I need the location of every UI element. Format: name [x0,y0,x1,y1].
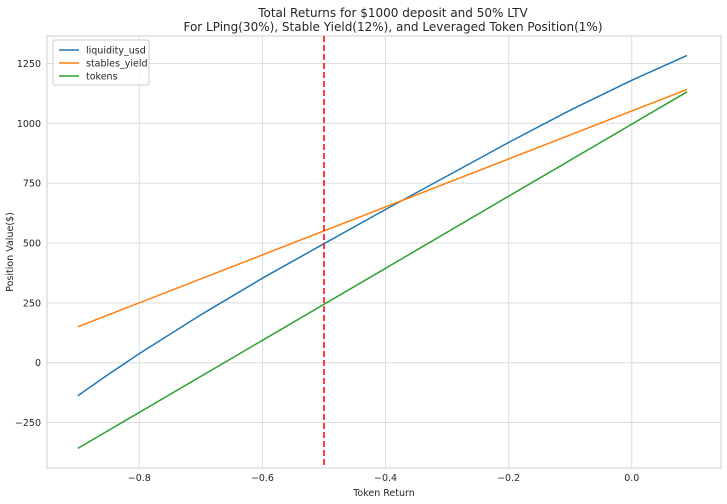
legend-label: liquidity_usd [86,46,146,57]
tick-labels: −0.8 −0.6 −0.4 −0.2 0.0 −250 0 250 500 750 1000 125… [15,59,639,484]
series-line-tokens [77,91,688,450]
grid [47,36,721,468]
x-tick-label: 0.0 [624,473,639,484]
legend-label: tokens [86,72,118,83]
series-line-stables-yield [77,88,688,328]
y-tick-label: −250 [15,418,41,429]
y-tick-label: 500 [23,239,41,250]
y-tick-label: 0 [35,358,41,369]
series-lines [77,54,688,450]
y-tick-label: 1250 [17,59,41,70]
x-axis-label: Token Return [352,488,415,499]
x-tick-label: −0.2 [497,473,520,484]
x-tick-label: −0.6 [251,473,274,484]
y-tick-label: 750 [23,179,41,190]
chart-subtitle: For LPing(30%), Stable Yield(12%), and L… [183,20,602,34]
legend-label: stables_yield [86,59,148,70]
x-tick-label: −0.4 [374,473,397,484]
chart-title: Total Returns for $1000 deposit and 50% … [257,6,528,20]
plot-area [46,35,722,469]
y-axis-label: Position Value($) [5,212,16,292]
legend-box [52,39,150,86]
y-tick-label: 250 [23,298,41,309]
x-tick-label: −0.8 [128,473,151,484]
series-line-liquidity-usd [77,54,688,397]
y-tick-label: 1000 [17,119,41,130]
